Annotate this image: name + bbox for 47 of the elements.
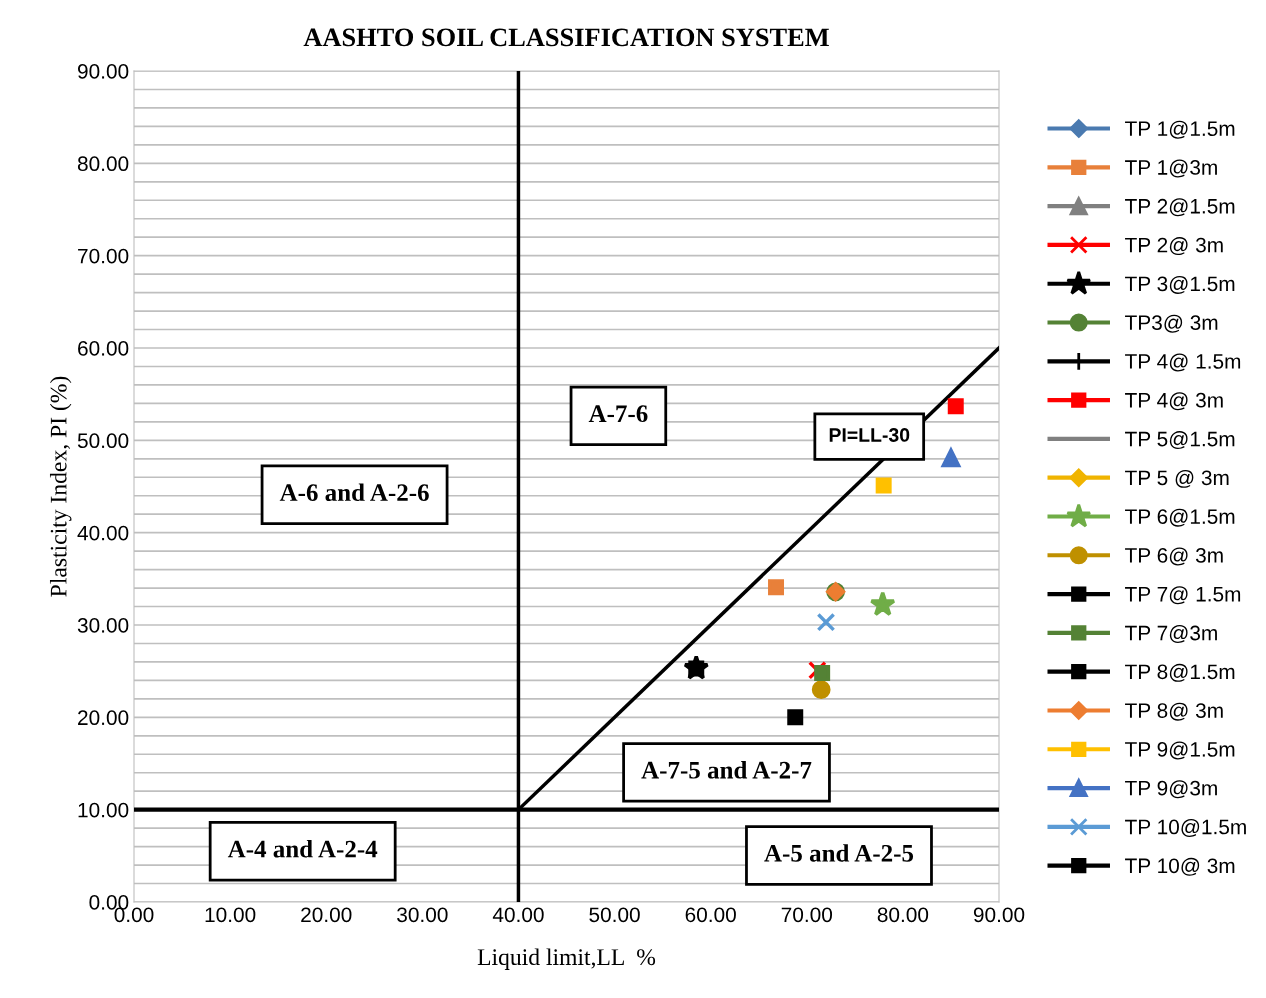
x-tick-label: 90.00 [973, 907, 1025, 923]
legend-label: TP 2@1.5m [1125, 198, 1235, 217]
legend-label: TP 3@1.5m [1125, 275, 1235, 294]
x-tick-label: 50.00 [589, 907, 640, 923]
y-tick-label: 60.00 [78, 341, 129, 356]
legend-label: TP 1@3m [1125, 159, 1217, 178]
y-tick-label: 50.00 [77, 433, 129, 449]
chart-title: AASHTO SOIL CLASSIFICATION SYSTEM [303, 28, 829, 47]
legend-label: TP 8@ 3m [1125, 702, 1223, 721]
x-tick-label: 80.00 [877, 907, 929, 923]
x-axis-title: Liquid limit,LL % [477, 948, 656, 970]
legend-label: TP 8@1.5m [1125, 663, 1235, 682]
y-tick-label: 10.00 [78, 802, 129, 818]
y-tick-label: 30.00 [77, 618, 129, 633]
legend-label: TP3@ 3m [1125, 314, 1218, 333]
legend-label: TP 10@1.5m [1125, 819, 1246, 838]
legend-label: TP 1@1.5m [1125, 120, 1235, 139]
annotation: A-4 and A-2-4 [227, 839, 378, 858]
y-axis-title: Plasticity Index, PI (%) [49, 376, 72, 597]
legend-label: TP 9@3m [1125, 780, 1217, 799]
y-tick-label: 40.00 [77, 525, 129, 541]
x-tick-label: 20.00 [301, 907, 352, 923]
y-tick-label: 20.00 [78, 710, 129, 726]
y-tick-label: 70.00 [78, 248, 129, 264]
x-tick-label: 60.00 [685, 907, 736, 923]
x-tick-label: 30.00 [397, 907, 448, 923]
legend-label: TP 4@ 1.5m [1125, 353, 1241, 372]
legend-label: TP 5 @ 3m [1125, 469, 1229, 488]
x-tick-label: 40.00 [492, 907, 544, 923]
annotation: A-7-5 and A-2-7 [641, 761, 812, 779]
annotation: A-5 and A-2-5 [764, 844, 914, 862]
legend-label: TP 6@1.5m [1125, 508, 1235, 527]
x-tick-label: 70.00 [781, 907, 833, 923]
annotation: A-7-6 [588, 405, 648, 423]
legend-label: TP 7@3m [1125, 625, 1217, 644]
x-tick-label: 10.00 [205, 907, 256, 923]
annotation: PI=LL-30 [829, 428, 910, 442]
legend-label: TP 2@ 3m [1125, 237, 1223, 256]
legend-label: TP 9@1.5m [1125, 741, 1235, 760]
y-tick-label: 90.00 [77, 64, 129, 79]
legend-label: TP 10@ 3m [1125, 857, 1235, 876]
legend-label: TP 5@1.5m [1125, 431, 1235, 450]
annotation: A-6 and A-2-6 [279, 483, 429, 502]
legend-label: TP 4@ 3m [1125, 392, 1223, 411]
y-tick-label: 80.00 [77, 156, 129, 172]
legend-label: TP 6@ 3m [1125, 547, 1223, 566]
legend-label: TP 7@ 1.5m [1125, 586, 1241, 605]
